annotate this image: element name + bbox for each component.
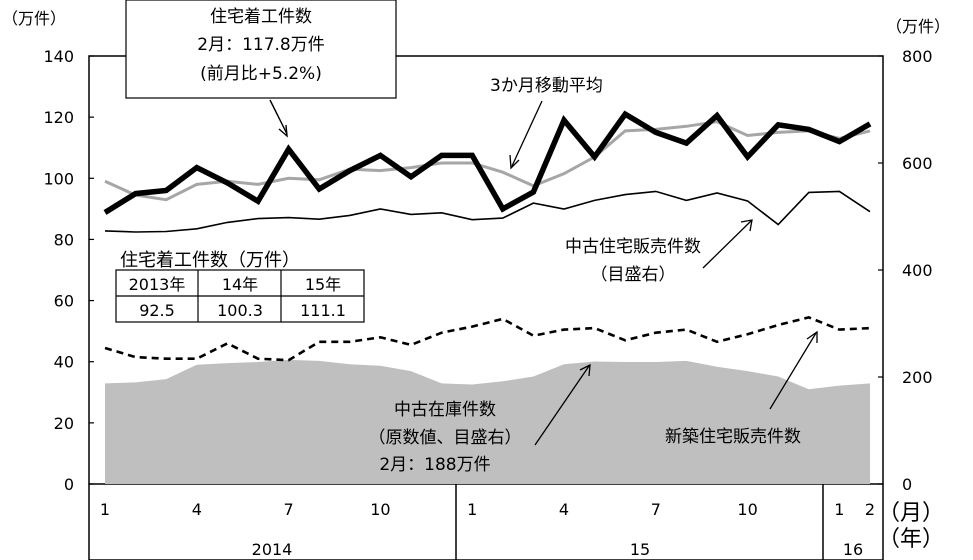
series-line-housing-starts: [103, 110, 872, 215]
new-sales-arrowhead: [806, 330, 818, 343]
x-tick-label: 1: [834, 500, 844, 519]
new-sales-arrow: [769, 332, 817, 410]
series-line-moving-average: [104, 120, 871, 202]
series-layer: [103, 110, 872, 362]
right-axis-unit: （万件）: [886, 17, 950, 36]
inset-header-14: 14年: [222, 275, 258, 294]
used-sales-label: 中古住宅販売件数: [565, 237, 701, 257]
inset-value-14: 100.3: [217, 301, 263, 320]
inventory-area-layer: [105, 359, 870, 484]
inventory-value: 2月：188万件: [379, 455, 490, 475]
left-axis-unit: （万件）: [2, 9, 66, 28]
left-tick-label: 20: [54, 414, 74, 433]
starts-callout-line1: 住宅着工件数: [210, 7, 312, 27]
starts-callout-line3: (前月比+5.2%): [200, 64, 322, 84]
x-year-unit: （年）: [878, 527, 944, 552]
year-label-2016: 16: [843, 540, 863, 559]
series-area-inventory: [105, 359, 870, 484]
mavg-arrow: [511, 100, 543, 167]
right-tick-label: 400: [902, 261, 933, 280]
inset-value-2013: 92.5: [139, 301, 175, 320]
inventory-note: （原数値、目盛右）: [369, 428, 522, 448]
inventory-arrowhead: [579, 363, 591, 377]
left-tick-label: 40: [54, 353, 74, 372]
left-tick-label: 100: [43, 169, 74, 188]
x-tick-label: 7: [651, 500, 661, 519]
left-tick-label: 80: [54, 230, 74, 249]
used-sales-axis-note: （目盛右）: [591, 265, 676, 285]
right-tick-label: 800: [902, 47, 933, 66]
x-tick-label: 2: [865, 500, 875, 519]
used-sales-arrow: [702, 220, 752, 269]
mavg-arrowhead: [509, 154, 520, 170]
right-tick-label: 200: [902, 368, 933, 387]
x-tick-label: 4: [559, 500, 569, 519]
x-tick-label: 10: [370, 500, 390, 519]
x-tick-label: 1: [100, 500, 110, 519]
x-month-unit: （月）: [878, 501, 944, 526]
x-tick-label: 10: [737, 500, 757, 519]
year-label-2014: 2014: [252, 540, 293, 559]
inset-header-15: 15年: [305, 275, 341, 294]
inset-table: 住宅着工件数（万件） 2013年 14年 15年 92.5 100.3 111.…: [115, 250, 365, 323]
used-sales-arrowhead: [740, 219, 753, 232]
x-tick-label: 4: [192, 500, 202, 519]
left-tick-label: 60: [54, 292, 74, 311]
axis-ticks-layer: 0 20 40 60 80 100 120 140 0 200 400 600 800 1 4 7 10 1 4 7 1…: [43, 47, 932, 519]
inset-table-title: 住宅着工件数（万件）: [120, 250, 300, 271]
starts-callout-box: [125, 0, 397, 99]
starts-callout-line2: 2月：117.8万件: [197, 35, 324, 55]
x-tick-label: 1: [467, 500, 477, 519]
series-line-used-sales: [104, 190, 871, 233]
left-tick-label: 140: [43, 47, 74, 66]
inset-header-2013: 2013年: [129, 275, 186, 294]
inset-value-15: 111.1: [300, 301, 346, 320]
mavg-label: 3か月移動平均: [490, 76, 603, 96]
inventory-label: 中古在庫件数: [394, 400, 496, 420]
inventory-arrow: [534, 365, 590, 446]
right-tick-label: 600: [902, 154, 933, 173]
left-tick-label: 0: [64, 475, 74, 494]
x-tick-label: 7: [284, 500, 294, 519]
left-tick-label: 120: [43, 108, 74, 127]
starts-callout-arrowhead: [278, 124, 288, 138]
year-label-2015: 15: [630, 540, 650, 559]
starts-callout-arrow: [269, 99, 288, 135]
series-line-new-sales: [104, 316, 871, 362]
right-tick-label: 0: [902, 475, 912, 494]
new-sales-label: 新築住宅販売件数: [665, 427, 801, 447]
